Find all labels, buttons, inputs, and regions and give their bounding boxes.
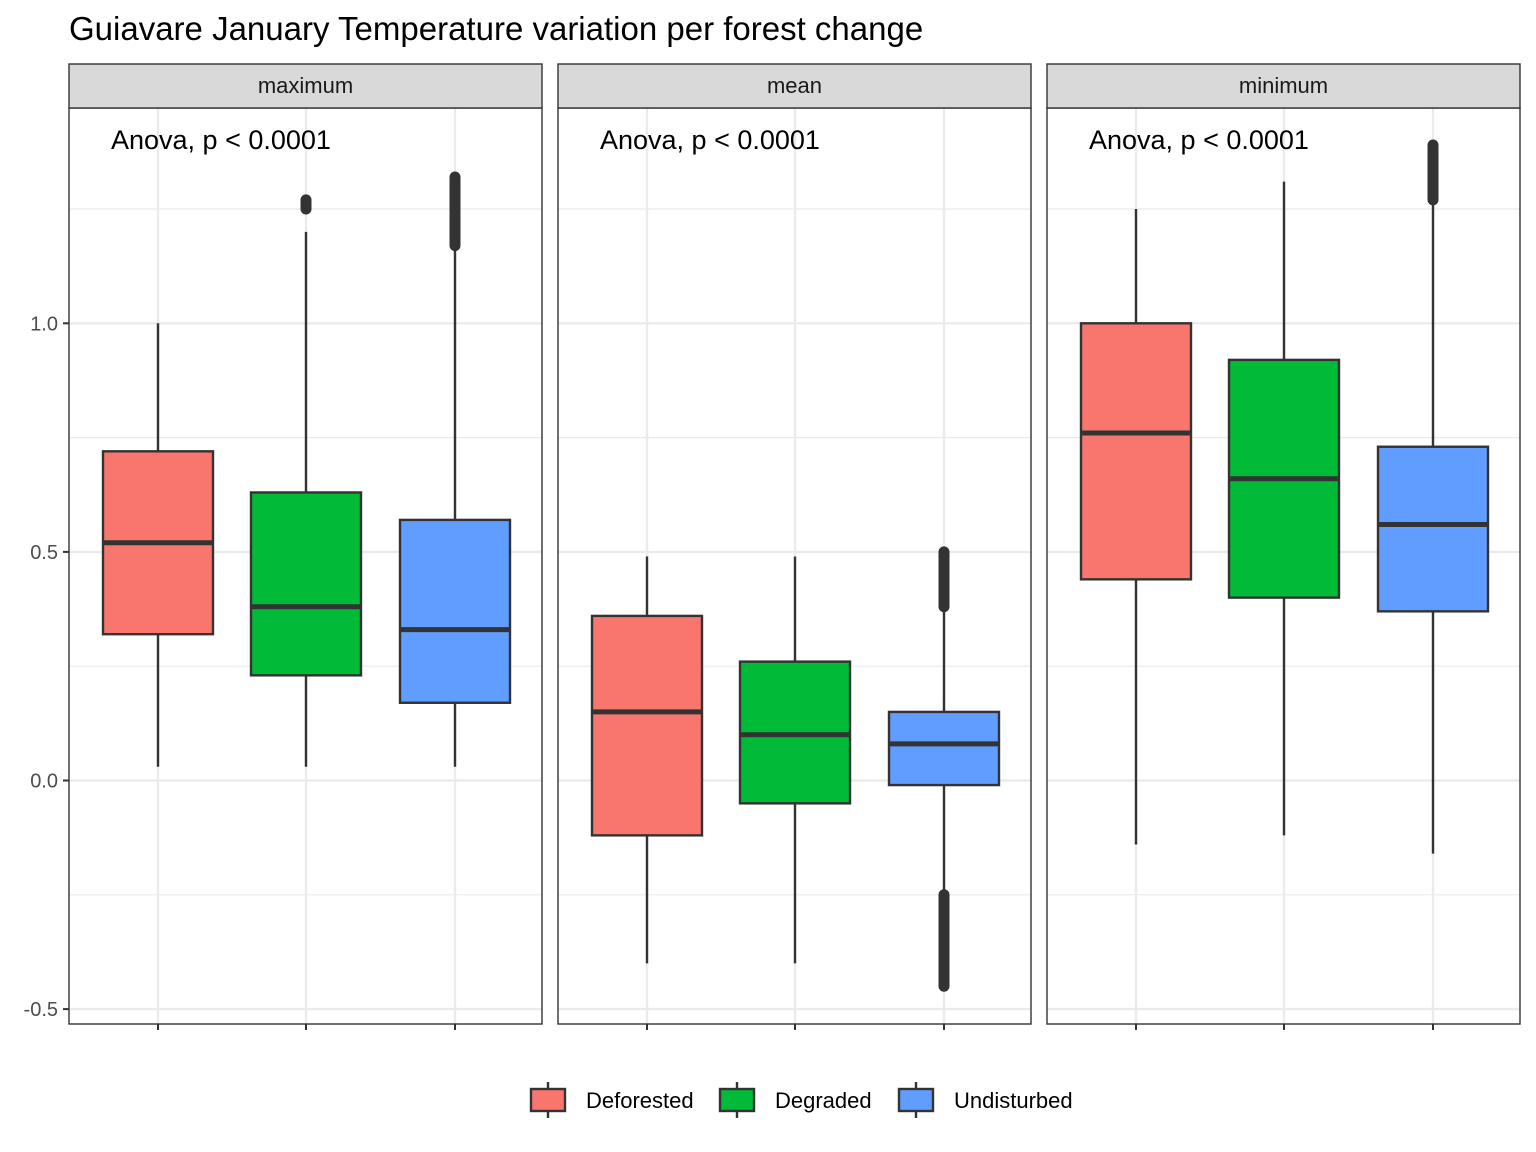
facet-strip-label: maximum [258,73,353,98]
y-axis: -0.5 0.0 0.5 1.0 [24,313,69,1021]
facet-panel-minimum: Anova, p < 0.0001 minimum [1046,63,1521,1030]
box-undisturbed [887,546,1001,992]
box-undisturbed [1376,139,1490,854]
legend-key-swatch [529,1087,567,1113]
box-deforested [590,556,704,964]
anova-label: Anova, p < 0.0001 [1089,125,1309,155]
legend-key-swatch [718,1087,756,1113]
legend-label: Undisturbed [954,1088,1073,1113]
legend-item-undisturbed: Undisturbed [897,1082,1073,1118]
facet-panel-maximum: Anova, p < 0.0001 maximum [68,63,543,1030]
y-tick-label: 1.0 [30,313,58,335]
legend-item-deforested: Deforested [529,1082,694,1118]
facet-strip-label: minimum [1239,73,1328,98]
y-tick-label: 0.5 [30,542,58,564]
legend-label: Deforested [586,1088,694,1113]
facet-strip [557,63,1032,109]
box-degraded [249,194,363,767]
facet-panel-mean: Anova, p < 0.0001 mean [557,63,1032,1030]
box-body [1079,322,1193,581]
box-body [590,614,704,837]
box-deforested [1079,209,1193,845]
box-degraded [1227,181,1341,836]
legend-item-degraded: Degraded [718,1082,872,1118]
legend: Deforested Degraded Undisturbed [529,1082,1073,1118]
box-undisturbed [398,171,512,767]
chart-title: Guiavare January Temperature variation p… [69,10,923,47]
box-body [887,710,1001,787]
anova-label: Anova, p < 0.0001 [600,125,820,155]
y-tick-label: 0.0 [30,771,58,793]
box-deforested [101,323,215,767]
legend-key-swatch [897,1087,935,1113]
anova-label: Anova, p < 0.0001 [111,125,331,155]
facet-strip-label: mean [767,73,822,98]
facet-strip [1046,63,1521,109]
y-tick-label: -0.5 [24,999,58,1021]
box-body [249,491,363,677]
box-degraded [738,556,852,964]
box-body [398,518,512,704]
box-body [1376,445,1490,613]
legend-label: Degraded [775,1088,872,1113]
facet-strip [68,63,543,109]
